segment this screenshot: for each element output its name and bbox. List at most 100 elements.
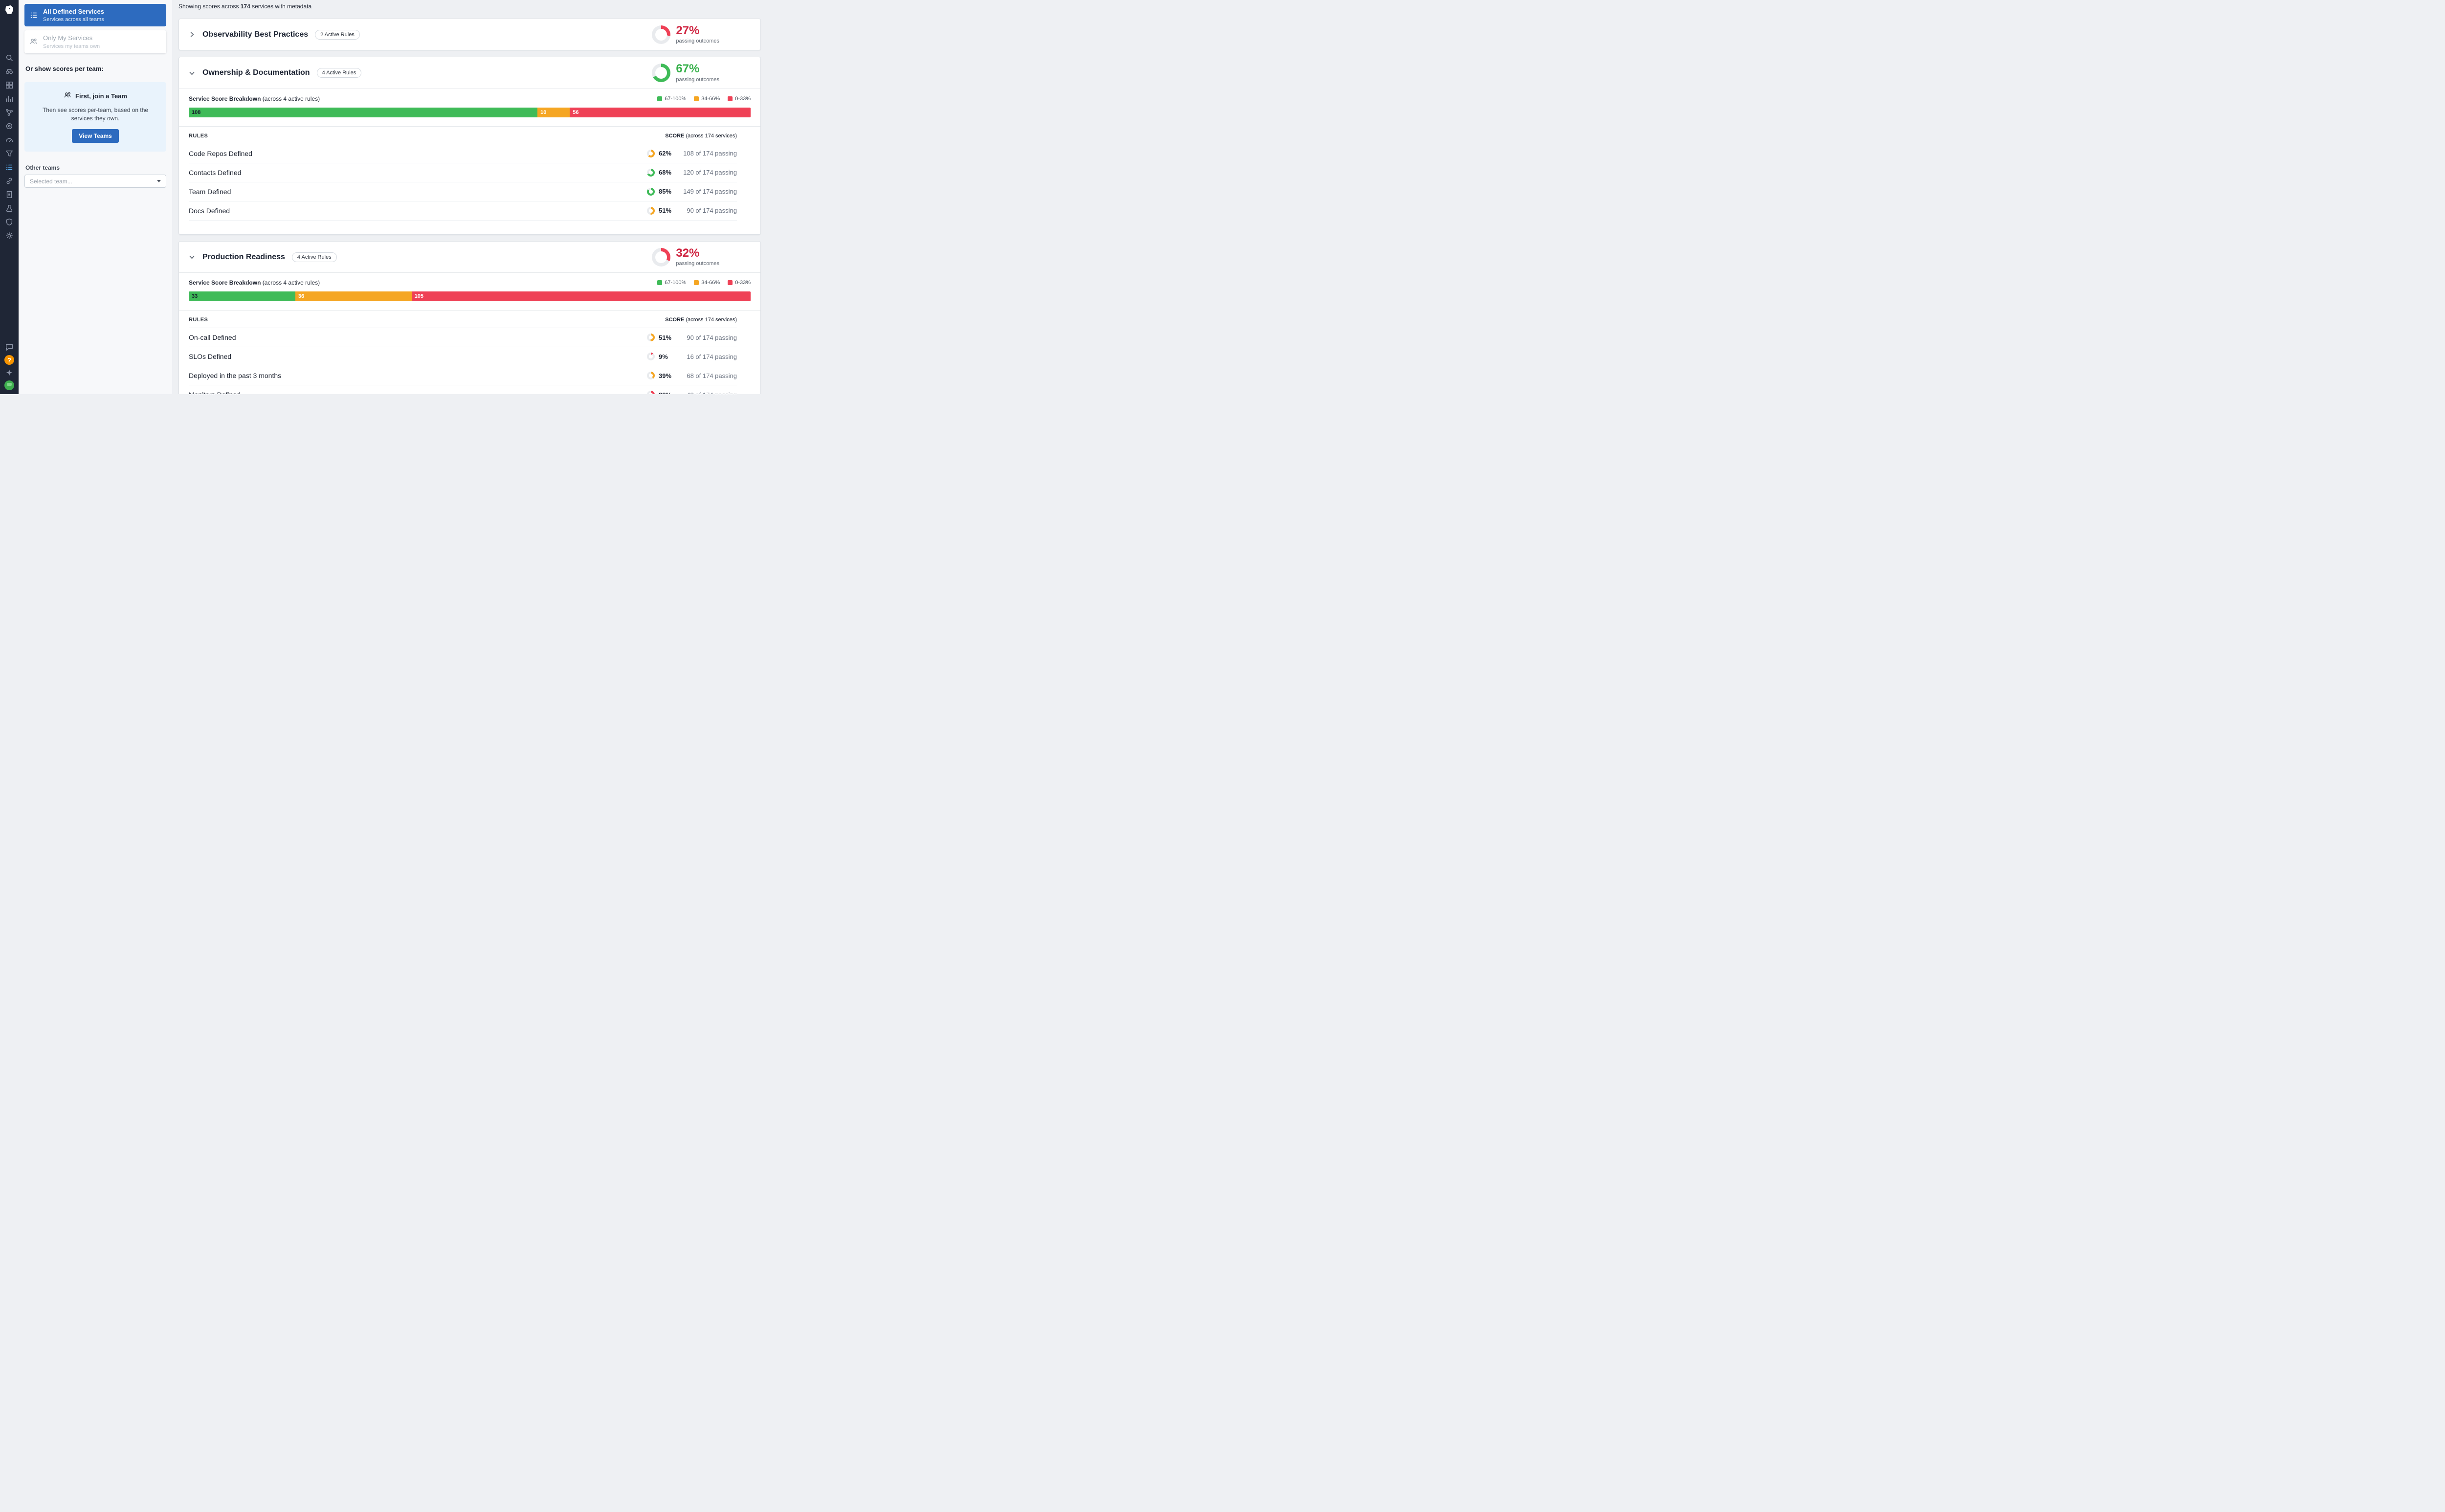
rule-name: Code Repos Defined xyxy=(189,149,252,157)
rule-percent: 51% xyxy=(659,207,672,215)
legend-swatch-red xyxy=(728,280,733,286)
sparkle-icon[interactable] xyxy=(0,366,19,379)
processes-icon[interactable] xyxy=(0,147,19,160)
bar-segment-green[interactable]: 33 xyxy=(189,291,295,302)
rail-bottom-group: ? xyxy=(0,340,19,394)
rule-name: On-call Defined xyxy=(189,334,236,342)
logs-icon[interactable] xyxy=(0,188,19,201)
datadog-logo[interactable] xyxy=(3,4,16,17)
join-team-body: Then see scores per-team, based on the s… xyxy=(42,106,149,122)
scorecard-title: Production Readiness xyxy=(202,252,285,261)
avatar[interactable] xyxy=(4,380,14,390)
scorecard-title: Ownership & Documentation xyxy=(202,68,310,77)
monitors-icon[interactable] xyxy=(0,133,19,147)
rule-score-donut xyxy=(647,334,655,342)
legend-swatch-orange xyxy=(694,96,699,101)
bar-segment-green[interactable]: 108 xyxy=(189,107,538,117)
team-select-placeholder: Selected team... xyxy=(30,178,72,185)
breakdown-title: Service Score Breakdown (across 4 active… xyxy=(189,279,320,287)
scorecard-donut xyxy=(652,25,671,44)
people-icon xyxy=(29,37,38,46)
scorecards-icon[interactable] xyxy=(0,160,19,174)
rule-percent: 68% xyxy=(659,169,672,177)
bar-segment-red[interactable]: 56 xyxy=(570,107,751,117)
settings-icon[interactable] xyxy=(0,229,19,243)
rule-percent: 51% xyxy=(659,334,672,341)
legend-swatch-green xyxy=(657,280,663,286)
scorecard-title: Observability Best Practices xyxy=(202,30,309,39)
watchdog-icon[interactable] xyxy=(0,65,19,78)
rule-row[interactable]: Code Repos Defined 62% 108 of 174 passing xyxy=(189,144,737,163)
apm-icon[interactable] xyxy=(0,106,19,119)
scorecard-observability: Observability Best Practices 2 Active Ru… xyxy=(178,19,761,51)
rule-row[interactable]: SLOs Defined 9% 16 of 174 passing xyxy=(189,347,737,367)
service-map-icon[interactable] xyxy=(0,174,19,188)
rule-percent: 9% xyxy=(659,353,668,360)
score-legend: 67-100% 34-66% 0-33% xyxy=(657,280,751,286)
scorecard-percent: 27% xyxy=(676,24,700,37)
scorecard-ownership: Ownership & Documentation 4 Active Rules… xyxy=(178,57,761,235)
scorecard-production-readiness: Production Readiness 4 Active Rules 32% … xyxy=(178,241,761,394)
all-services-title: All Defined Services xyxy=(43,8,104,15)
chevron-down-icon[interactable] xyxy=(189,70,195,76)
ci-flask-icon[interactable] xyxy=(0,201,19,215)
other-teams-label: Other teams xyxy=(25,164,60,172)
rules-section: RULES SCORE (across 174 services) Code R… xyxy=(179,126,760,234)
dashboards-icon[interactable] xyxy=(0,78,19,92)
rule-detail: 90 of 174 passing xyxy=(687,334,737,341)
bar-segment-orange[interactable]: 10 xyxy=(537,107,570,117)
active-rules-badge: 4 Active Rules xyxy=(291,252,337,262)
scorecard-donut xyxy=(652,247,671,267)
join-team-box: First, join a Team Then see scores per-t… xyxy=(24,82,166,152)
chat-icon[interactable] xyxy=(0,340,19,354)
rule-name: Docs Defined xyxy=(189,206,230,215)
scorecard-header[interactable]: Production Readiness 4 Active Rules 32% … xyxy=(179,242,760,272)
rule-name: SLOs Defined xyxy=(189,353,232,361)
rule-row[interactable]: Team Defined 85% 149 of 174 passing xyxy=(189,182,737,201)
showing-suffix: services with metadata xyxy=(250,3,312,10)
legend-label: 67-100% xyxy=(665,95,687,102)
showing-summary: Showing scores across 174 services with … xyxy=(178,3,761,10)
bar-segment-orange[interactable]: 36 xyxy=(295,291,412,302)
breakdown-title: Service Score Breakdown (across 4 active… xyxy=(189,95,320,102)
per-team-label: Or show scores per team: xyxy=(25,65,104,72)
rule-detail: 16 of 174 passing xyxy=(687,353,737,360)
rule-percent: 62% xyxy=(659,150,672,157)
scorecard-header[interactable]: Observability Best Practices 2 Active Ru… xyxy=(179,19,760,50)
rule-detail: 108 of 174 passing xyxy=(683,150,737,157)
all-defined-services-card[interactable]: All Defined Services Services across all… xyxy=(24,4,166,27)
synthetics-icon[interactable] xyxy=(0,119,19,133)
team-select[interactable]: Selected team... xyxy=(24,175,166,188)
rule-detail: 90 of 174 passing xyxy=(687,207,737,215)
help-icon[interactable]: ? xyxy=(4,355,14,365)
chevron-down-icon[interactable] xyxy=(189,254,195,260)
score-breakdown-section: Service Score Breakdown (across 4 active… xyxy=(179,272,760,310)
bar-segment-red[interactable]: 105 xyxy=(411,291,751,302)
list-icon xyxy=(29,11,38,20)
showing-prefix: Showing scores across xyxy=(178,3,241,10)
global-nav-rail: ? xyxy=(0,0,19,394)
rule-row[interactable]: Deployed in the past 3 months 39% 68 of 1… xyxy=(189,366,737,386)
legend-label: 34-66% xyxy=(701,280,720,286)
rule-row[interactable]: Docs Defined 51% 90 of 174 passing xyxy=(189,201,737,221)
people-icon xyxy=(64,91,72,102)
score-breakdown-bar: 108 10 56 xyxy=(189,107,751,117)
all-services-subtitle: Services across all teams xyxy=(43,17,104,23)
my-services-subtitle: Services my teams own xyxy=(43,43,100,49)
rule-row[interactable]: Monitors Defined 28% 49 of 174 passing xyxy=(189,385,737,394)
rule-row[interactable]: On-call Defined 51% 90 of 174 passing xyxy=(189,328,737,348)
scorecard-percent: 32% xyxy=(676,246,700,260)
metrics-icon[interactable] xyxy=(0,92,19,106)
view-teams-button[interactable]: View Teams xyxy=(72,129,119,143)
rule-row[interactable]: Contacts Defined 68% 120 of 174 passing xyxy=(189,163,737,182)
scorecard-percent: 67% xyxy=(676,62,700,76)
scorecards-main: Showing scores across 174 services with … xyxy=(172,0,767,394)
security-shield-icon[interactable] xyxy=(0,215,19,229)
chevron-right-icon[interactable] xyxy=(189,31,195,38)
rule-percent: 28% xyxy=(659,391,674,394)
search-icon[interactable] xyxy=(0,51,19,65)
only-my-services-card[interactable]: Only My Services Services my teams own xyxy=(24,30,166,53)
rule-detail: 68 of 174 passing xyxy=(687,372,737,379)
legend-swatch-red xyxy=(728,96,733,101)
scorecard-header[interactable]: Ownership & Documentation 4 Active Rules… xyxy=(179,57,760,88)
